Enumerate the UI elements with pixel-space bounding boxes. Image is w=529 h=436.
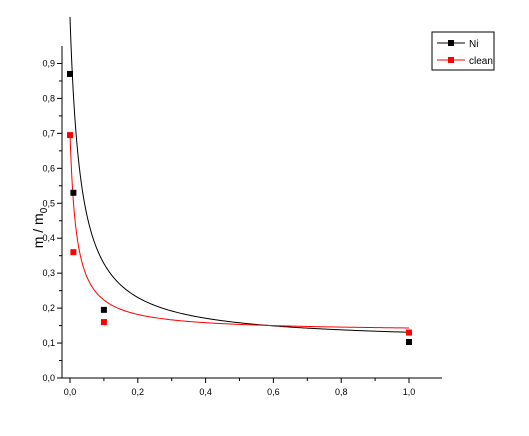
legend-marker-clean	[448, 57, 454, 63]
y-tick-label: 0,8	[42, 93, 55, 103]
data-point-ni	[406, 339, 412, 346]
x-tick-label: 0,2	[132, 387, 145, 397]
legend-label-ni: Ni	[469, 39, 478, 50]
y-ticks: 0,0 0,1 0,2 0,3 0,4 0,5 0,6 0,7 0,8 0,9	[42, 58, 62, 383]
y-tick-label: 0,2	[42, 303, 55, 313]
data-point-clean	[406, 329, 412, 336]
y-tick-label: 0,0	[42, 373, 55, 383]
fit-curve-clean	[69, 133, 410, 329]
data-point-clean	[67, 132, 73, 139]
y-tick-label: 0,3	[42, 268, 55, 278]
y-axis-title: m / m0	[30, 207, 50, 248]
data-point-clean	[70, 249, 77, 256]
fit-curve-ni	[69, 16, 410, 333]
x-tick-label: 1,0	[403, 387, 416, 397]
x-tick-label: 0,6	[267, 387, 280, 397]
fit-curves	[69, 16, 410, 333]
data-point-ni	[70, 189, 77, 196]
x-ticks: 0,0 0,2 0,4 0,6 0,8 1,0	[64, 378, 416, 397]
x-tick-label: 0,0	[64, 387, 77, 397]
legend-marker-ni	[448, 40, 454, 46]
y-tick-label: 0,9	[42, 58, 55, 68]
plot-area: 0,0 0,2 0,4 0,6 0,8 1,0 0,0 0,1 0,2 0,3 0,4 0,5 0,6…	[42, 16, 442, 397]
y-tick-label: 0,4	[42, 233, 55, 243]
data-point-clean	[100, 319, 107, 326]
legend-frame	[431, 31, 495, 71]
x-tick-label: 0,4	[199, 387, 212, 397]
data-point-ni	[67, 70, 73, 77]
legend-label-clean: clean	[469, 56, 493, 67]
data-points	[67, 70, 412, 346]
data-point-ni	[100, 306, 107, 313]
y-tick-label: 0,6	[42, 163, 55, 173]
y-tick-label: 0,7	[42, 128, 55, 138]
y-tick-label: 0,5	[42, 198, 55, 208]
x-tick-label: 0,8	[335, 387, 348, 397]
y-tick-label: 0,1	[42, 338, 55, 348]
legend: Ni clean	[431, 31, 495, 71]
